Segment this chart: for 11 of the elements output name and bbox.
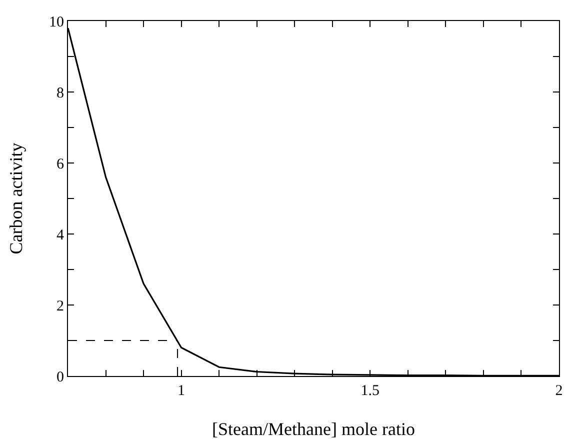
y-tick-label: 6 [56, 156, 64, 172]
x-tick-label: 1.5 [360, 383, 380, 399]
y-tick-label: 2 [56, 298, 64, 314]
y-tick-label: 8 [56, 85, 64, 102]
y-tick-label: 4 [56, 227, 64, 244]
x-tick-label: 1 [178, 383, 186, 399]
x-tick-label: 2 [555, 383, 563, 399]
x-axis-title: [Steam/Methane] mole ratio [212, 419, 415, 439]
y-tick-label: 10 [49, 14, 64, 30]
y-tick-label: 0 [56, 369, 64, 386]
y-axis-title: Carbon activity [6, 142, 26, 254]
